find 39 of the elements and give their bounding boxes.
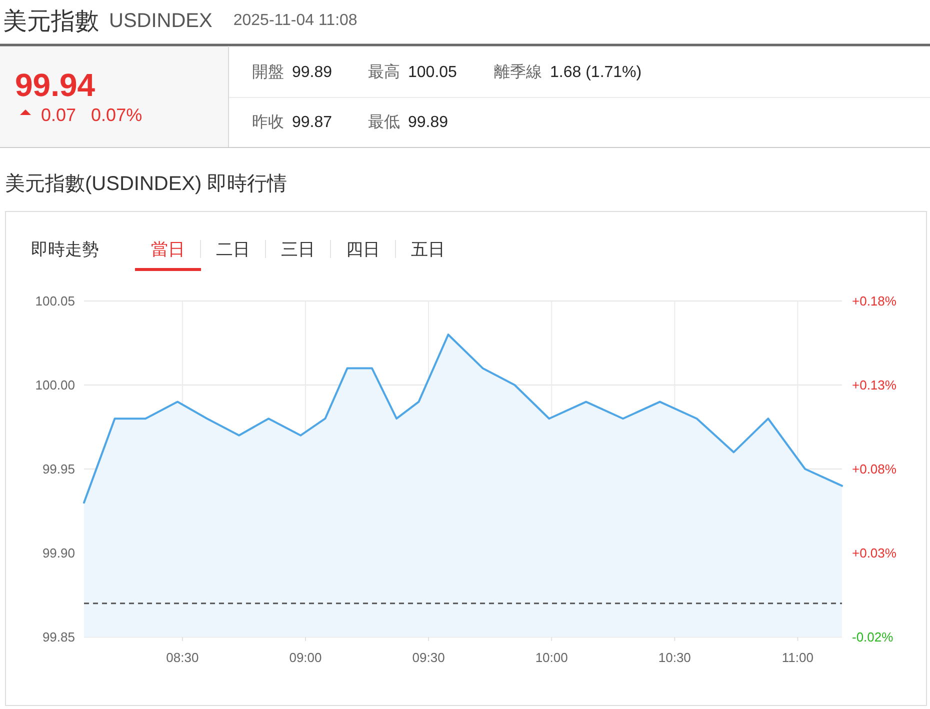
change: 0.07 <box>41 105 76 125</box>
y2-tick-label: -0.02% <box>852 630 894 644</box>
timestamp: 2025-11-04 11:08 <box>233 12 358 29</box>
field-value: 1.68 (1.71%) <box>550 64 642 81</box>
y2-tick-label: +0.08% <box>852 462 896 476</box>
x-tick-label: 08:30 <box>166 650 199 665</box>
field-value: 99.89 <box>408 114 448 131</box>
subtitle: USDINDEX <box>109 10 212 32</box>
tab-label: 五日 <box>411 240 445 259</box>
x-tick-label: 10:30 <box>658 650 691 665</box>
field-value: 99.89 <box>292 64 332 81</box>
field-label: 最高 <box>368 64 400 81</box>
x-tick-label: 09:30 <box>412 650 445 665</box>
title: 美元指數 <box>3 8 99 35</box>
price: 99.94 <box>15 67 96 103</box>
tab-label: 當日 <box>151 240 185 259</box>
tab-label: 三日 <box>281 240 315 259</box>
x-tick-label: 10:00 <box>535 650 568 665</box>
field-label: 開盤 <box>252 64 284 81</box>
field-label: 最低 <box>368 114 400 131</box>
y-tick-label: 99.90 <box>42 546 75 560</box>
y-tick-label: 99.85 <box>42 630 75 644</box>
tab-label: 二日 <box>216 240 250 259</box>
field-label: 昨收 <box>252 114 284 131</box>
x-tick-label: 09:00 <box>289 650 322 665</box>
y2-tick-label: +0.18% <box>852 294 896 308</box>
y2-tick-label: +0.03% <box>852 546 896 560</box>
y-tick-label: 100.05 <box>35 294 75 308</box>
y-tick-label: 99.95 <box>42 462 75 476</box>
field-label: 離季線 <box>494 64 542 81</box>
x-tick-label: 11:00 <box>782 650 814 665</box>
y2-tick-label: +0.13% <box>852 378 896 392</box>
tab-label: 即時走勢 <box>31 240 99 259</box>
tab-label: 四日 <box>346 240 380 259</box>
field-value: 100.05 <box>408 64 457 81</box>
field-value: 99.87 <box>292 114 332 131</box>
y-tick-label: 100.00 <box>35 378 75 392</box>
title: 美元指數(USDINDEX) 即時行情 <box>5 173 288 195</box>
change-percent: 0.07% <box>91 105 142 125</box>
